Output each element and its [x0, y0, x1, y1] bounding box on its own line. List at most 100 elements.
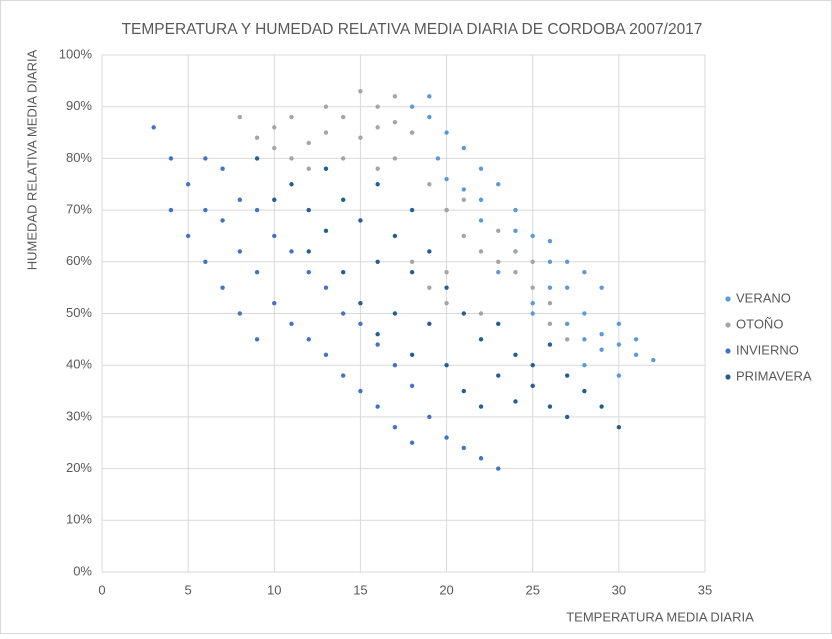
point	[582, 311, 587, 316]
point	[254, 156, 260, 161]
y-tick-label: 10%	[66, 512, 92, 527]
point	[203, 259, 208, 264]
point	[358, 135, 363, 140]
x-tick-label: 10	[267, 582, 281, 597]
point	[444, 300, 449, 306]
point	[496, 321, 501, 327]
point	[185, 182, 191, 187]
point	[478, 166, 484, 171]
y-tick-label: 40%	[66, 357, 92, 372]
point	[323, 285, 329, 290]
point	[530, 363, 535, 368]
point	[461, 233, 466, 239]
point	[582, 337, 587, 342]
point	[392, 425, 398, 430]
point	[306, 207, 311, 213]
point	[306, 249, 311, 254]
point	[341, 156, 346, 161]
point	[444, 269, 449, 275]
point	[185, 233, 191, 239]
point	[358, 300, 363, 306]
point	[547, 342, 553, 347]
point	[461, 445, 466, 451]
y-tick-label: 70%	[66, 202, 92, 217]
point	[616, 425, 622, 430]
x-tick-label: 25	[525, 582, 539, 597]
point	[392, 311, 398, 316]
point	[530, 311, 535, 316]
point	[272, 197, 277, 202]
point	[289, 249, 294, 254]
point	[168, 207, 174, 213]
point	[478, 197, 484, 202]
point	[341, 373, 346, 378]
point	[513, 249, 518, 254]
point	[168, 156, 174, 161]
point	[409, 269, 415, 275]
legend-marker	[725, 296, 731, 302]
point	[530, 383, 535, 389]
point	[409, 104, 415, 109]
point	[409, 207, 415, 213]
point	[323, 166, 329, 171]
point	[461, 197, 466, 202]
point	[530, 285, 535, 290]
point	[496, 466, 501, 471]
point	[306, 269, 311, 275]
point	[409, 259, 415, 264]
legend-label: PRIMAVERA	[736, 368, 812, 383]
point	[392, 233, 398, 239]
point	[582, 269, 587, 275]
point	[513, 269, 518, 275]
point	[427, 114, 432, 120]
point	[427, 94, 432, 99]
point	[254, 207, 260, 213]
point	[616, 321, 622, 327]
series	[237, 88, 570, 342]
point	[530, 259, 535, 264]
point	[289, 156, 294, 161]
point	[478, 311, 484, 316]
point	[547, 285, 553, 290]
point	[203, 207, 208, 213]
point	[651, 357, 656, 363]
point	[547, 238, 553, 244]
point	[306, 337, 311, 342]
point	[237, 311, 243, 316]
y-tick-label: 90%	[66, 98, 92, 113]
legend-marker	[725, 322, 731, 328]
y-tick-label: 60%	[66, 253, 92, 268]
point	[341, 311, 346, 316]
point	[478, 218, 484, 223]
point	[496, 228, 501, 233]
y-tick-label: 20%	[66, 460, 92, 475]
point	[323, 130, 329, 135]
point	[272, 125, 277, 130]
point	[392, 363, 398, 368]
x-tick-label: 5	[185, 582, 192, 597]
point	[616, 342, 622, 347]
point	[444, 130, 449, 135]
point	[599, 285, 604, 290]
point	[547, 404, 553, 409]
point	[530, 300, 535, 306]
point	[358, 218, 363, 223]
point	[427, 182, 432, 187]
point	[220, 285, 225, 290]
point	[547, 300, 553, 306]
point	[478, 456, 484, 461]
legend-marker	[725, 348, 731, 354]
point	[496, 269, 501, 275]
point	[461, 311, 466, 316]
point	[358, 388, 363, 394]
point	[375, 259, 380, 264]
point	[427, 321, 432, 327]
point	[564, 337, 570, 342]
x-axis-label: TEMPERATURA MEDIA DIARIA	[566, 609, 754, 624]
point	[341, 269, 346, 275]
point	[306, 140, 311, 146]
point	[461, 187, 466, 192]
y-tick-label: 30%	[66, 408, 92, 423]
point	[220, 166, 225, 171]
